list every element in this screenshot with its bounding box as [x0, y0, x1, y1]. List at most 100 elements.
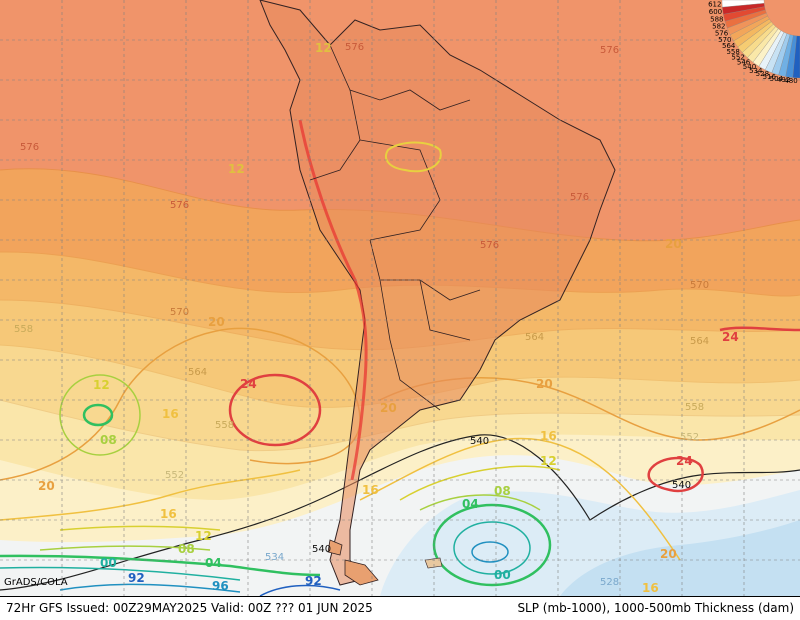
label-576-f: 576: [570, 192, 589, 203]
legend-value: 480: [784, 77, 797, 85]
falkland-islands: [424, 557, 443, 569]
low-96-east: [471, 541, 509, 563]
legend-wedges: [721, 0, 800, 79]
south-america-landmass: [259, 0, 616, 586]
label-12-b: 12: [315, 41, 332, 55]
label-08-c: 08: [494, 484, 511, 498]
label-576-c: 576: [20, 142, 39, 153]
legend-value: 534: [749, 67, 763, 75]
legend-value: 528: [756, 70, 769, 78]
label-20-b: 20: [38, 479, 55, 493]
thickness-color-legend: 6126005885825765705645585525465405345285…: [708, 0, 800, 85]
label-540-a: 540: [470, 436, 489, 447]
low-08-west: [59, 374, 141, 456]
legend-values: 6126005885825765705645585525465405345285…: [708, 1, 798, 85]
label-16-d: 16: [642, 581, 659, 595]
label-04-a: 04: [462, 497, 479, 511]
amazon-contour: [385, 141, 442, 173]
legend-value: 504: [770, 75, 784, 83]
label-20-a: 20: [208, 315, 225, 329]
patagonia-islands: [327, 539, 379, 586]
label-540-c: 540: [312, 544, 331, 555]
label-564-b: 564: [188, 367, 207, 378]
label-92-a: 92: [128, 571, 145, 585]
label-08-a: 08: [100, 433, 117, 447]
legend-value: 546: [737, 59, 751, 67]
legend-wedge: [792, 35, 800, 79]
label-534: 534: [265, 552, 284, 563]
isobar-00-south: [0, 566, 241, 581]
label-570-a: 570: [170, 307, 189, 318]
field-description-text: SLP (mb-1000), 1000-500mb Thickness (dam…: [517, 601, 794, 615]
label-16-a: 16: [162, 407, 179, 421]
high-24-ne: [719, 326, 800, 332]
grads-credit: GrADS/COLA: [4, 577, 68, 588]
label-20-c: 20: [380, 401, 397, 415]
legend-value: 570: [718, 36, 731, 44]
legend-value: 558: [726, 48, 739, 56]
label-20-d: 20: [536, 377, 553, 391]
forecast-issued-valid-text: 72Hr GFS Issued: 00Z29MAY2025 Valid: 00Z…: [6, 601, 373, 615]
isobar-20: [0, 327, 361, 481]
label-558-a: 558: [14, 324, 33, 335]
label-528: 528: [600, 577, 619, 588]
high-24-east: [647, 456, 704, 493]
label-04-b: 04: [205, 556, 222, 570]
legend-value: 600: [709, 8, 722, 16]
label-24-west: 24: [240, 377, 257, 391]
label-96: 96: [212, 579, 229, 593]
label-558-b: 558: [215, 420, 234, 431]
label-576-a: 576: [345, 42, 364, 53]
label-00-a: 00: [100, 556, 117, 570]
legend-value: 588: [710, 15, 723, 23]
legend-value: 612: [708, 1, 721, 9]
label-12-a: 12: [228, 162, 245, 176]
label-24-ne: 24: [722, 330, 739, 344]
legend-value: 582: [712, 22, 725, 30]
map-canvas: 576 576 576 576 576 576 570 570 564 564 …: [0, 0, 800, 596]
label-12-d: 12: [195, 529, 212, 543]
low-04-west: [82, 403, 114, 427]
legend-value: 576: [715, 29, 729, 37]
label-92-b: 92: [305, 574, 322, 588]
andes-ridge: [298, 119, 368, 481]
low-00-east: [453, 521, 531, 575]
isobar-08-east: [419, 494, 541, 511]
weather-map: 576 576 576 576 576 576 570 570 564 564 …: [0, 0, 800, 596]
slp-labels: 24 24 24 20 20 20 20 20 20 12 12 12 12 1…: [38, 41, 739, 595]
legend-value: 516: [763, 73, 777, 81]
label-576-d: 576: [170, 200, 189, 211]
isobar-04-south: [0, 554, 321, 577]
isobar-16: [0, 469, 301, 521]
label-552-b: 552: [165, 470, 184, 481]
label-564-a: 564: [525, 332, 544, 343]
isobar-08: [39, 545, 211, 551]
label-576-b: 576: [600, 45, 619, 56]
isobar-12: [59, 525, 221, 531]
label-24-east: 24: [676, 454, 693, 468]
label-12-e: 12: [540, 454, 557, 468]
label-16-e: 16: [362, 483, 379, 497]
label-00-b: 00: [494, 568, 511, 582]
label-570-b: 570: [690, 280, 709, 291]
label-16-c: 16: [540, 429, 557, 443]
label-564-c: 564: [690, 336, 709, 347]
map-footer: 72Hr GFS Issued: 00Z29MAY2025 Valid: 00Z…: [0, 596, 800, 620]
label-12-c: 12: [93, 378, 110, 392]
isobar-96-south: [59, 583, 241, 593]
label-576-e: 576: [480, 240, 499, 251]
label-552-a: 552: [680, 432, 699, 443]
thickness-labels: 576 576 576 576 576 576 570 570 564 564 …: [14, 42, 709, 588]
low-04-east: [432, 503, 552, 587]
legend-value: 564: [722, 42, 736, 50]
legend-value: 540: [743, 63, 756, 71]
label-08-b: 08: [178, 542, 195, 556]
isobar-12-east: [399, 465, 561, 501]
lat-lon-grid: [0, 0, 800, 596]
label-558-c: 558: [685, 402, 704, 413]
slp-isobars: [0, 326, 800, 596]
legend-value: 492: [777, 76, 790, 84]
isobar-92-south: [259, 584, 341, 596]
label-20-f: 20: [665, 237, 682, 251]
legend-value: 552: [731, 54, 744, 62]
